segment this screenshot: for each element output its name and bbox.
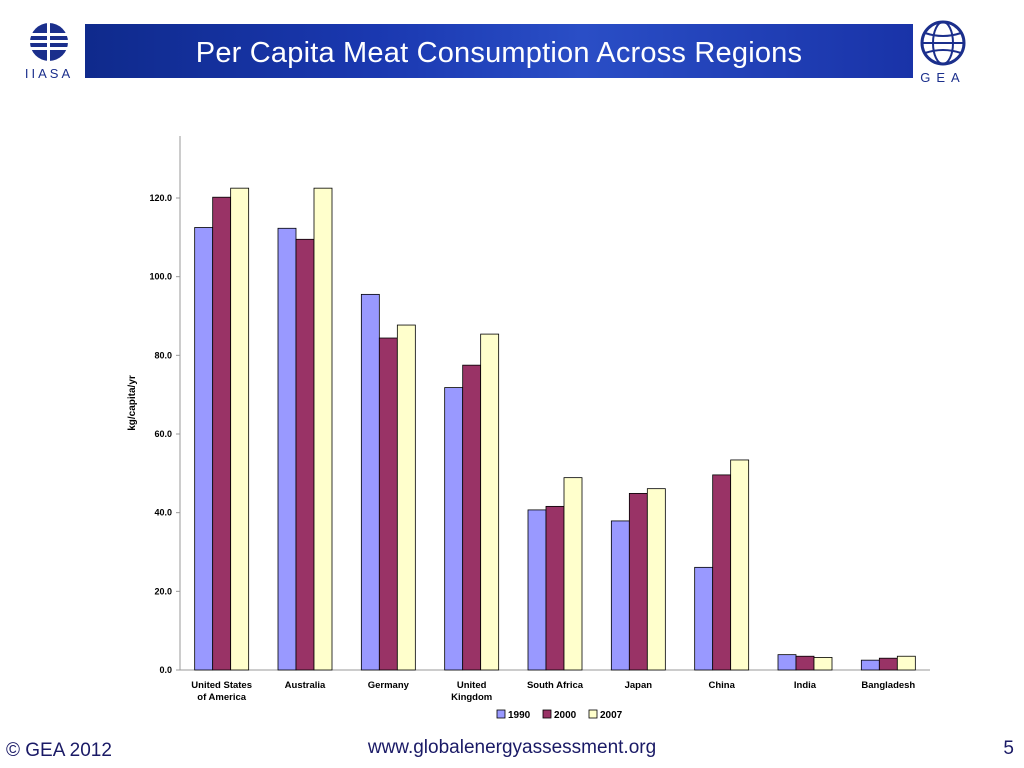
bar-1990 xyxy=(360,293,380,671)
bar-2000 xyxy=(295,238,315,671)
y-tick-label: 0.0 xyxy=(159,665,172,675)
x-tick-label: South Africa xyxy=(527,680,584,691)
legend-label-1990: 1990 xyxy=(508,710,531,721)
y-tick-label: 40.0 xyxy=(154,508,172,518)
bar-1990 xyxy=(694,566,714,671)
x-tick-label: India xyxy=(794,680,817,691)
iiasa-globe-icon xyxy=(28,23,70,61)
bar-2007 xyxy=(480,333,500,671)
gea-globe-icon xyxy=(920,20,966,66)
legend-swatch-2007 xyxy=(588,709,598,719)
bar-2000 xyxy=(545,505,565,671)
bar-2000 xyxy=(878,657,898,671)
bar-2007 xyxy=(730,459,750,671)
bar-1990 xyxy=(277,227,297,671)
footer-copyright: © GEA 2012 xyxy=(6,740,112,761)
x-tick-label: Bangladesh xyxy=(861,680,915,691)
bar-2007 xyxy=(896,655,916,671)
x-tick-label: United States of America xyxy=(191,680,252,703)
x-tick-label: United Kingdom xyxy=(451,680,492,703)
bar-2000 xyxy=(628,492,648,671)
title-bar: Per Capita Meat Consumption Across Regio… xyxy=(85,24,913,78)
footer-url[interactable]: www.globalenergyassessment.org xyxy=(367,737,657,758)
bar-2000 xyxy=(378,337,398,671)
bar-2007 xyxy=(313,187,333,671)
bar-2007 xyxy=(230,187,250,671)
iiasa-logo: IIASA xyxy=(20,18,78,88)
bar-1990 xyxy=(527,509,547,671)
y-tick-label: 60.0 xyxy=(154,429,172,439)
bar-2007 xyxy=(563,477,583,671)
x-tick-label: Japan xyxy=(625,680,653,691)
bar-2000 xyxy=(462,364,482,671)
x-tick-label: Germany xyxy=(368,680,410,691)
gea-logo-text: GEA xyxy=(920,70,966,85)
y-tick-label: 120.0 xyxy=(149,193,172,203)
y-tick-label: 20.0 xyxy=(154,586,172,596)
bar-1990 xyxy=(444,387,464,671)
bar-2000 xyxy=(712,474,732,671)
bar-2007 xyxy=(813,657,833,671)
bar-2007 xyxy=(396,324,416,671)
x-tick-label: China xyxy=(708,680,735,691)
legend-swatch-1990 xyxy=(496,709,506,719)
iiasa-logo-text: IIASA xyxy=(24,66,74,81)
y-axis-label: kg/capita/yr xyxy=(127,375,138,431)
bar-2007 xyxy=(646,488,666,671)
bar-1990 xyxy=(777,654,797,671)
legend-label-2000: 2000 xyxy=(554,710,577,721)
bar-1990 xyxy=(860,659,880,671)
bar-2000 xyxy=(795,655,815,671)
bar-1990 xyxy=(610,520,630,671)
legend-swatch-2000 xyxy=(542,709,552,719)
bar-2000 xyxy=(212,196,232,671)
y-tick-label: 100.0 xyxy=(149,272,172,282)
bar-1990 xyxy=(194,227,214,671)
x-tick-label: Australia xyxy=(285,680,326,691)
page-number: 5 xyxy=(1003,738,1014,759)
legend-label-2007: 2007 xyxy=(600,710,623,721)
gea-logo: GEA xyxy=(916,16,970,88)
y-tick-label: 80.0 xyxy=(154,350,172,360)
slide-title: Per Capita Meat Consumption Across Regio… xyxy=(195,37,803,69)
